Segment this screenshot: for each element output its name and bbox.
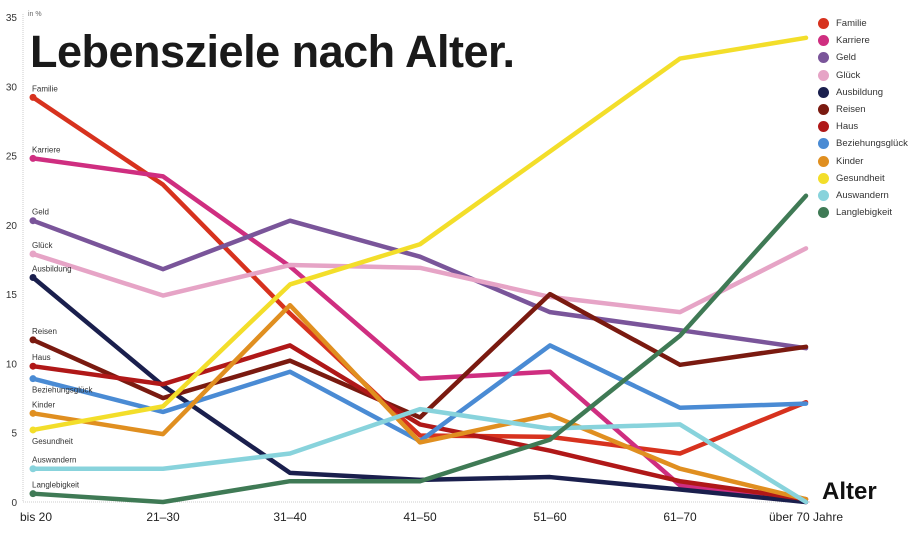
series-label: Langlebigkeit [32,481,80,490]
data-point [29,490,37,498]
y-tick-label: 15 [6,290,18,301]
legend-label: Familie [836,18,867,30]
legend-label: Beziehungsglück [836,138,908,150]
data-point [29,250,37,258]
x-tick-label: 21–30 [146,510,180,524]
legend-item: Haus [818,118,908,135]
series-line-geld [30,218,809,351]
y-tick-label: 25 [6,152,18,163]
x-tick-label: über 70 Jahre [769,510,843,524]
legend-item: Glück [818,67,908,84]
data-point [29,409,37,417]
legend-item: Auswandern [818,187,908,204]
x-tick-label: 61–70 [663,510,697,524]
series-label: Haus [32,353,51,362]
legend-item: Langlebigkeit [818,204,908,221]
series-line-haus [30,343,809,502]
legend-label: Karriere [836,35,870,47]
series-label: Beziehungsglück [32,386,93,395]
legend-label: Haus [836,121,859,133]
x-tick-label: 51–60 [533,510,567,524]
series-line-familie [30,95,809,456]
series-line-langlebigkeit [30,193,809,505]
legend-item: Reisen [818,101,908,118]
x-tick-label: 31–40 [273,510,307,524]
data-point [29,154,37,162]
legend-dot-icon [818,155,829,167]
x-tick-label: bis 20 [20,510,52,524]
legend-item: Kinder [818,153,908,170]
legend: Familie Karriere Geld Glück Ausbildung Reisen… [818,15,908,221]
y-unit-label: in % [28,11,42,18]
series-label: Reisen [32,327,57,336]
legend-dot-icon [818,172,829,184]
series-label: Auswandern [32,456,76,465]
legend-label: Gesundheit [836,172,885,184]
data-point [29,362,37,370]
data-point [29,217,37,225]
legend-label: Reisen [836,104,866,116]
legend-dot-icon [818,207,829,219]
legend-label: Auswandern [836,189,889,201]
data-point [29,93,37,101]
legend-item: Gesundheit [818,170,908,187]
series-label: Karriere [32,145,61,154]
legend-dot-icon [818,121,829,133]
data-point [29,375,37,383]
legend-dot-icon [818,189,829,201]
legend-label: Kinder [836,155,864,167]
x-axis-label: Alter [822,478,877,505]
series-label: Glück [32,241,53,250]
y-tick-label: 30 [6,82,18,93]
data-point [29,465,37,473]
series-label: Geld [32,208,49,217]
legend-dot-icon [818,52,829,64]
legend-dot-icon [818,35,829,47]
legend-item: Karriere [818,32,908,49]
chart-title: Lebensziele nach Alter. [30,26,515,77]
x-tick-label: 41–50 [403,510,437,524]
legend-label: Glück [836,69,861,81]
legend-item: Geld [818,49,908,66]
series-label: Gesundheit [32,437,74,446]
data-point [29,336,37,344]
legend-item: Ausbildung [818,84,908,101]
series-label: Kinder [32,400,55,409]
legend-dot-icon [818,18,829,30]
legend-item: Familie [818,15,908,32]
legend-label: Langlebigkeit [836,207,892,219]
data-point [29,274,37,282]
y-tick-label: 5 [11,429,17,440]
legend-dot-icon [818,86,829,98]
legend-label: Ausbildung [836,86,884,98]
series-label: Ausbildung [32,265,72,274]
legend-dot-icon [818,104,829,116]
series-label: Familie [32,84,58,93]
y-tick-label: 20 [6,221,18,232]
data-point [29,426,37,434]
series-line-reisen [30,291,809,420]
legend-item: Beziehungsglück [818,135,908,152]
y-tick-label: 35 [6,13,18,24]
y-tick-label: 0 [11,498,17,509]
legend-dot-icon [818,138,829,150]
legend-dot-icon [818,69,829,81]
legend-label: Geld [836,52,857,64]
y-tick-label: 10 [6,359,18,370]
